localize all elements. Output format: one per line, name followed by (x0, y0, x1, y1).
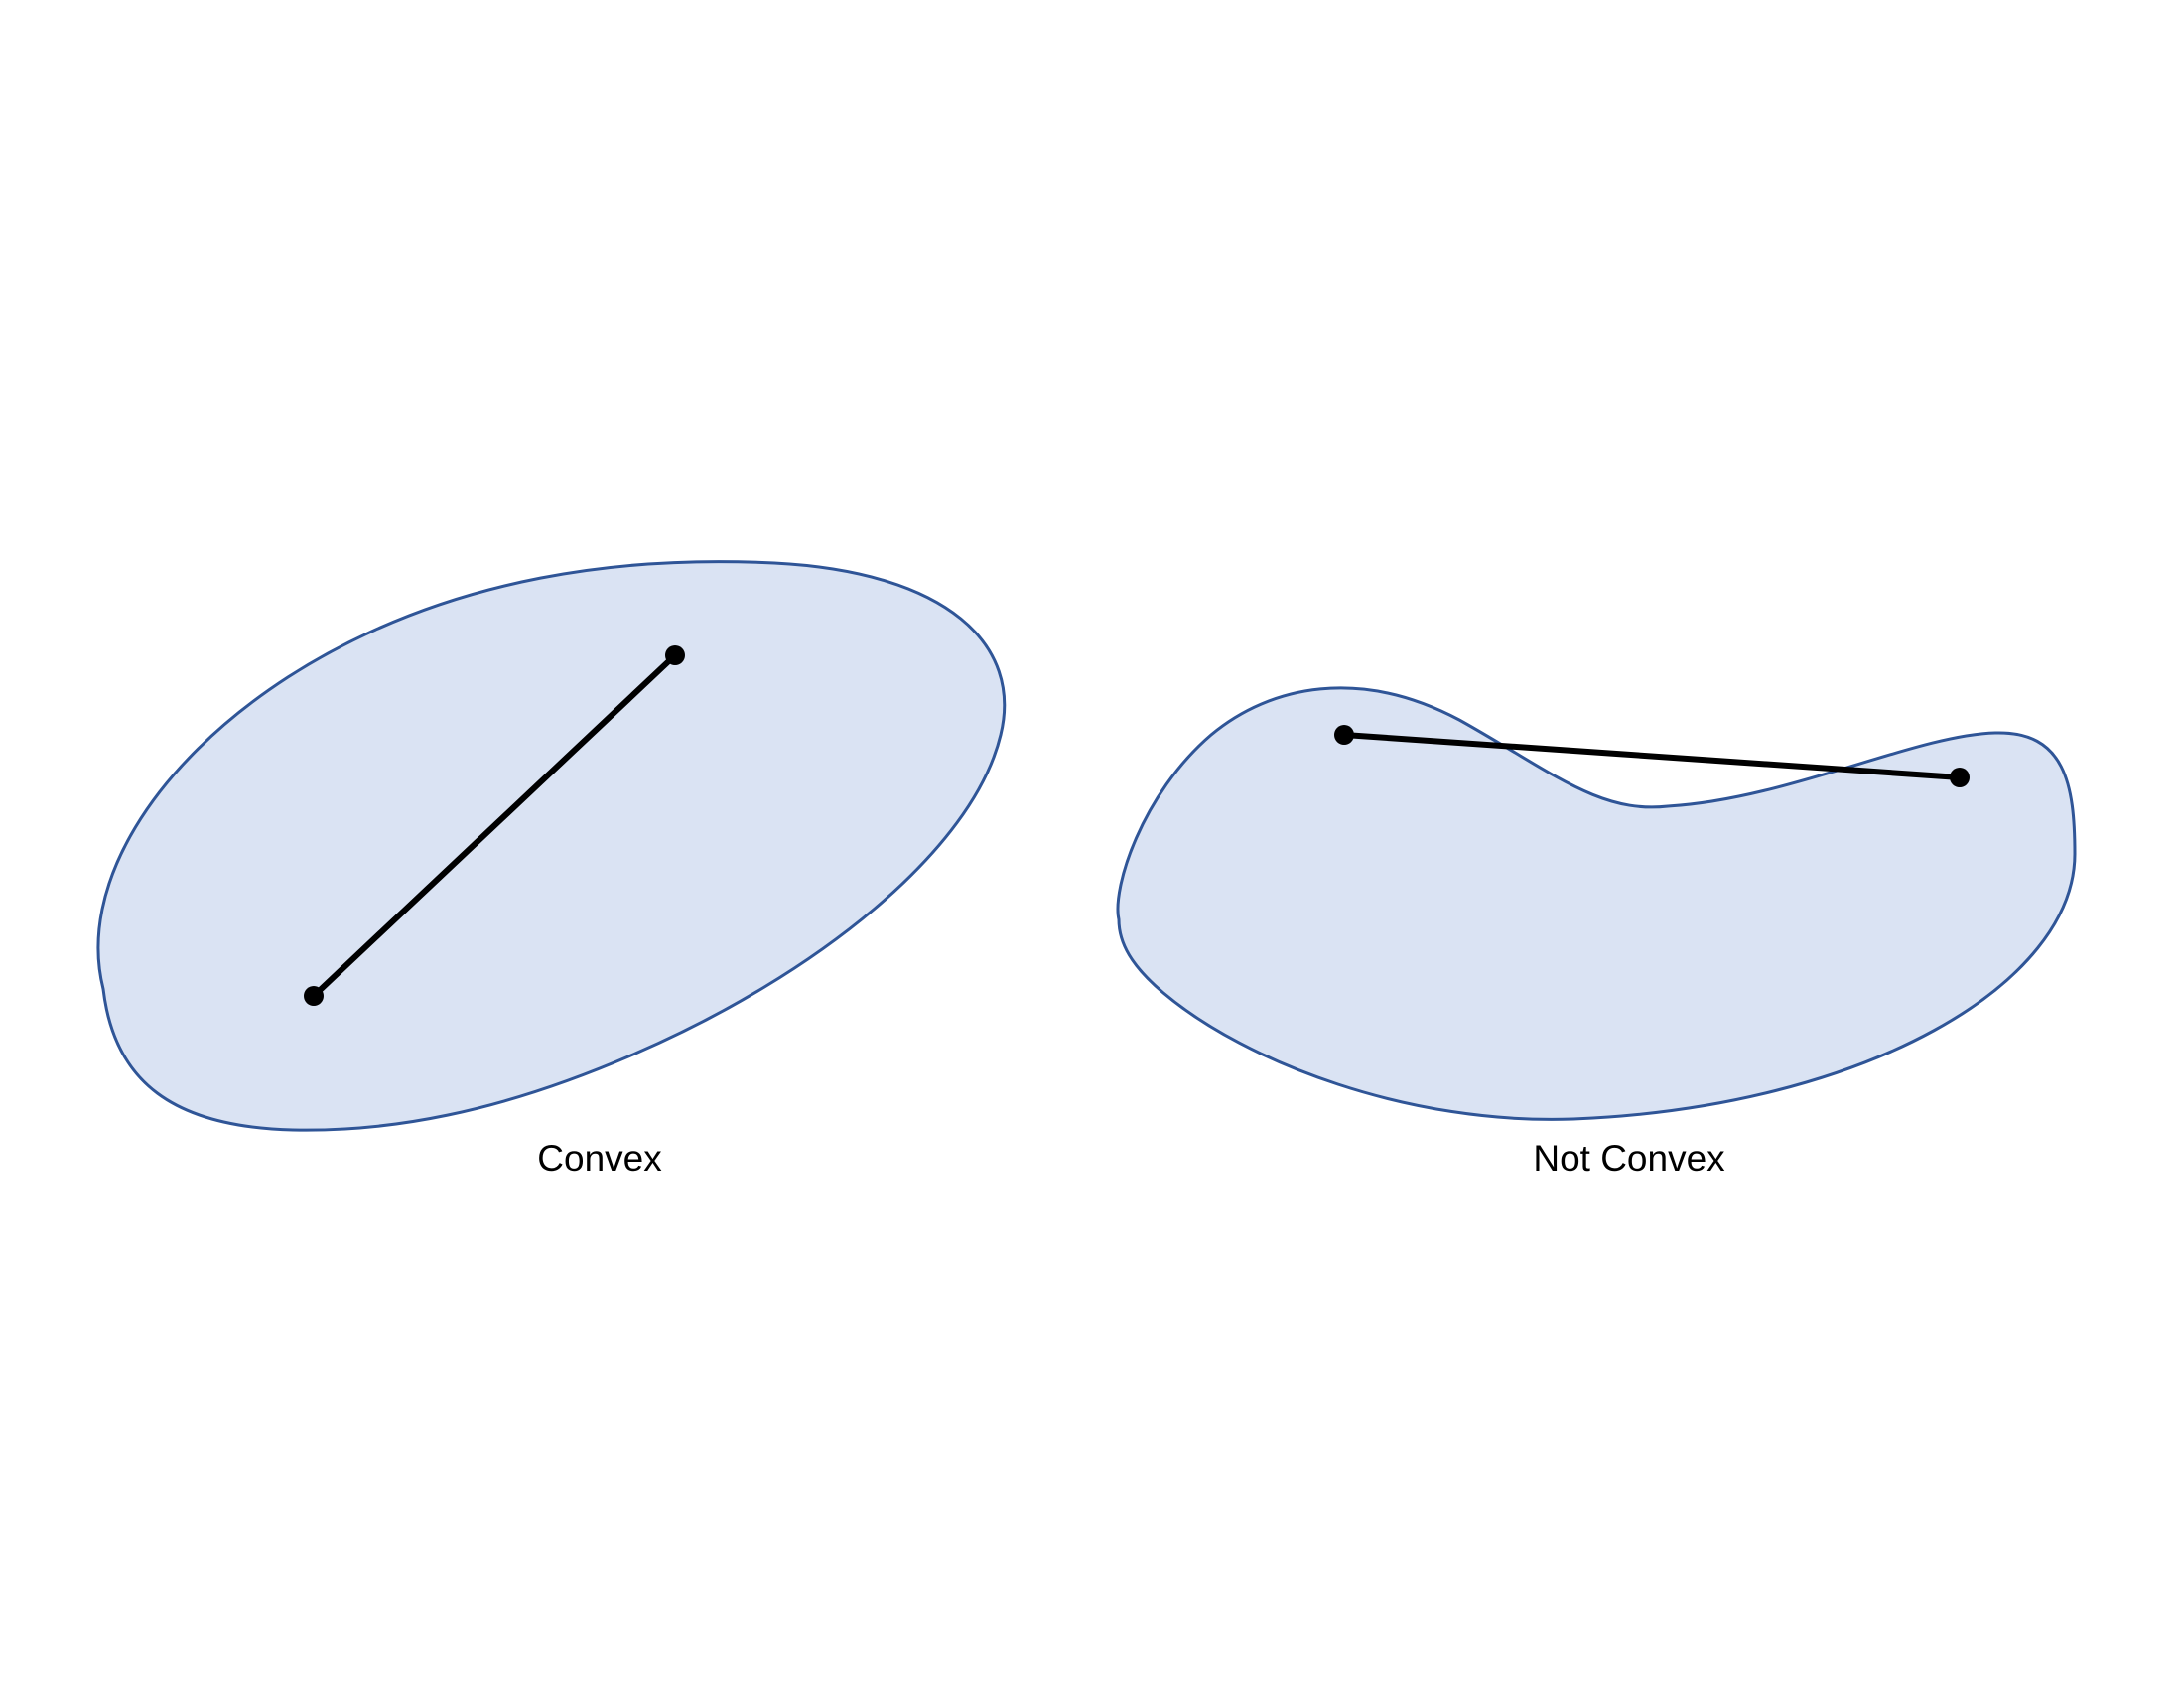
convex-segment-endpoint-start (304, 986, 324, 1006)
convex-segment-endpoint-end (665, 645, 685, 665)
not-convex-figure (1116, 686, 2077, 1121)
convex-segment (311, 652, 678, 999)
not-convex-caption: Not Convex (1533, 1138, 1725, 1179)
not-convex-segment-endpoint-start (1334, 725, 1354, 745)
convex-figure (96, 560, 1007, 1132)
not-convex-segment (1341, 732, 1963, 780)
not-convex-shape (1116, 686, 2077, 1121)
convex-caption: Convex (537, 1138, 662, 1179)
not-convex-segment-endpoint-end (1950, 768, 1970, 787)
convex-shape (96, 560, 1007, 1132)
